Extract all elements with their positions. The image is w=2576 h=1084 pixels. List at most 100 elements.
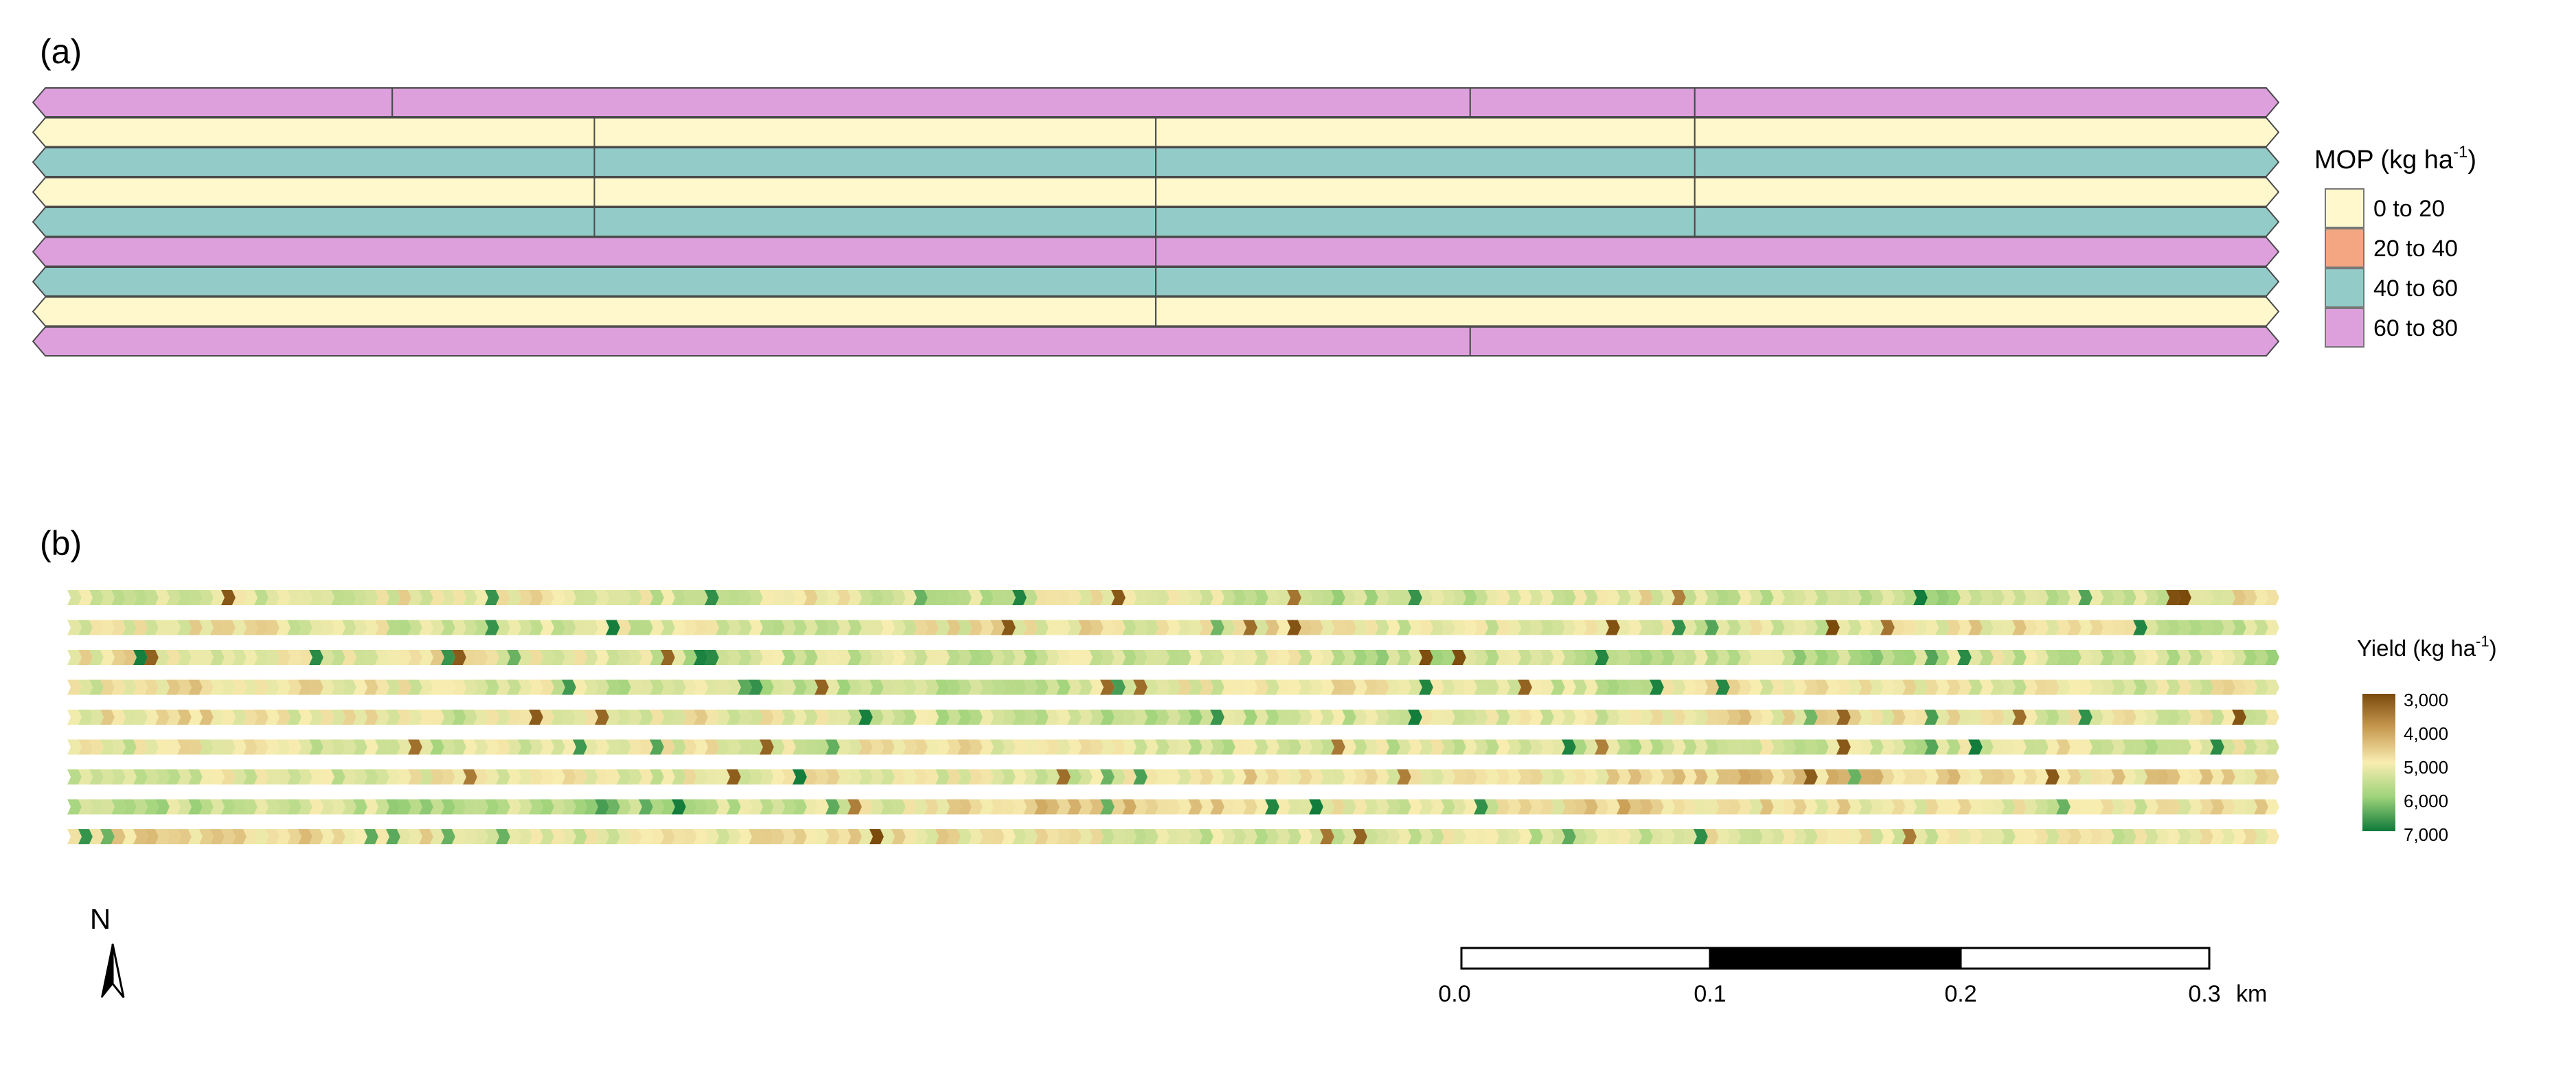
- yield-point: [2265, 590, 2279, 605]
- yield-point: [1386, 710, 1400, 725]
- yield-point: [836, 590, 851, 605]
- yield-point: [2023, 590, 2038, 605]
- yield-point: [177, 799, 192, 815]
- yield-point: [540, 829, 554, 844]
- yield-point: [1166, 769, 1181, 784]
- yield-point: [1529, 650, 1543, 665]
- yield-point: [364, 769, 378, 784]
- yield-point: [2265, 769, 2279, 784]
- yield-point: [496, 799, 510, 815]
- yield-point: [902, 650, 917, 665]
- yield-point: [880, 769, 895, 784]
- yield-point: [968, 799, 983, 815]
- yield-point: [617, 679, 631, 695]
- yield-point: [1430, 799, 1444, 815]
- yield-point: [650, 590, 664, 605]
- yield-point: [683, 710, 697, 725]
- yield-point: [1946, 679, 1961, 695]
- yield-point: [1507, 739, 1521, 755]
- yield-point: [803, 679, 818, 695]
- yield-point: [1946, 590, 1961, 605]
- yield-point: [1155, 620, 1170, 635]
- yield-point: [639, 679, 653, 695]
- yield-point: [1573, 620, 1587, 635]
- yield-point: [1803, 799, 1818, 815]
- yield-point: [221, 799, 236, 815]
- yield-point: [2221, 679, 2235, 695]
- yield-point: [1902, 769, 1917, 784]
- yield-row: [67, 620, 2279, 635]
- yield-point: [1518, 590, 1532, 605]
- yield-point: [1781, 679, 1796, 695]
- yield-point: [1705, 769, 1719, 784]
- yield-point: [2254, 620, 2268, 635]
- yield-point: [2100, 799, 2115, 815]
- yield-point: [1814, 799, 1829, 815]
- yield-point: [1452, 620, 1466, 635]
- yield-point: [661, 799, 675, 815]
- yield-point: [1672, 590, 1686, 605]
- mop-strip-segment: [1694, 117, 2280, 148]
- yield-point: [1726, 650, 1741, 665]
- yield-point: [1463, 710, 1477, 725]
- yield-point: [210, 650, 225, 665]
- yield-point: [518, 710, 532, 725]
- yield-point: [2078, 739, 2093, 755]
- yield-point: [309, 829, 323, 844]
- yield-point: [924, 650, 939, 665]
- yield-point: [463, 739, 477, 755]
- mop-strip-segment: [1469, 87, 1696, 117]
- yield-point: [1144, 710, 1159, 725]
- yield-point: [2232, 739, 2246, 755]
- yield-point: [1364, 769, 1378, 784]
- yield-point: [1617, 799, 1631, 815]
- yield-point: [1518, 650, 1532, 665]
- yield-point: [1397, 799, 1411, 815]
- yield-point: [1331, 650, 1345, 665]
- yield-point: [287, 799, 301, 815]
- yield-point: [1540, 739, 1554, 755]
- yield-point: [1210, 710, 1224, 725]
- yield-point: [265, 620, 280, 635]
- yield-point: [1331, 710, 1345, 725]
- yield-point: [2023, 620, 2038, 635]
- yield-point: [408, 769, 422, 784]
- yield-point: [979, 710, 994, 725]
- yield-point: [2001, 769, 2016, 784]
- yield-point: [1891, 650, 1906, 665]
- yield-point: [891, 620, 906, 635]
- yield-point: [1979, 799, 1994, 815]
- yield-point: [89, 650, 104, 665]
- yield-point: [2078, 769, 2093, 784]
- yield-point: [331, 769, 345, 784]
- yield-point: [1650, 769, 1664, 784]
- yield-point: [1803, 739, 1818, 755]
- yield-point: [1924, 769, 1939, 784]
- yield-point: [628, 650, 642, 665]
- yield-point: [595, 650, 609, 665]
- yield-point: [1694, 590, 1708, 605]
- yield-point: [990, 769, 1005, 784]
- yield-point: [1430, 679, 1444, 695]
- yield-point: [1847, 769, 1862, 784]
- yield-point: [902, 710, 917, 725]
- yield-point: [1298, 650, 1312, 665]
- yield-point: [397, 710, 411, 725]
- yield-point: [1836, 829, 1851, 844]
- yield-point: [749, 829, 763, 844]
- yield-point: [1540, 679, 1554, 695]
- yield-point: [1880, 590, 1895, 605]
- yield-point: [474, 710, 488, 725]
- yield-point: [1287, 679, 1301, 695]
- yield-point: [1023, 620, 1038, 635]
- yield-point: [2232, 590, 2246, 605]
- yield-point: [1737, 710, 1752, 725]
- yield-point: [771, 739, 785, 755]
- yield-point: [1419, 710, 1433, 725]
- yield-point: [2177, 769, 2191, 784]
- yield-point: [67, 710, 82, 725]
- yield-point: [1276, 739, 1290, 755]
- yield-point: [485, 710, 499, 725]
- yield-point: [485, 739, 499, 755]
- yield-point: [869, 769, 884, 784]
